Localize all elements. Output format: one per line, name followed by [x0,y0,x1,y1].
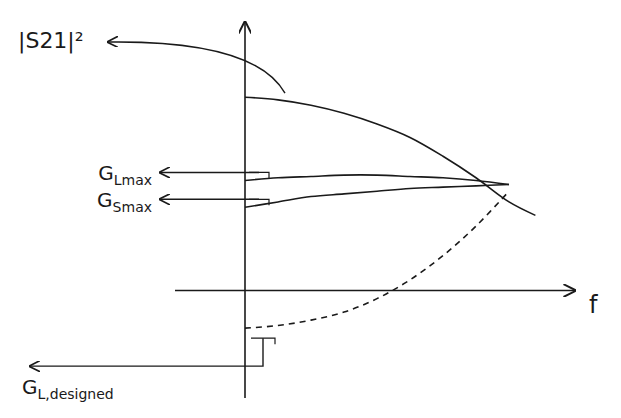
pointer-arrow [160,172,259,173]
chart: |S21|² f GLmaxGSmax GL,designed [0,0,621,418]
y-axis [245,22,246,398]
x-axis [175,290,575,291]
curve [245,191,509,328]
pointer-arrow [160,199,259,200]
x-axis-title: f [589,291,598,319]
y-axis-title: |S21|² [18,28,84,54]
y-axis-line [244,22,246,398]
curve [245,175,509,185]
curve [245,184,509,207]
x-axis-line [175,290,575,292]
annotations: |S21|² f GLmaxGSmax GL,designed [18,28,598,402]
pointer-arrow [30,338,263,366]
curves [245,97,535,328]
bracket [249,199,269,205]
pointer-arrow [108,42,285,93]
curve [245,97,535,215]
curve-label: GL,designed [22,375,114,402]
bracket [249,172,269,178]
curve-label: GSmax [97,188,152,215]
curve-label: GLmax [98,161,152,188]
